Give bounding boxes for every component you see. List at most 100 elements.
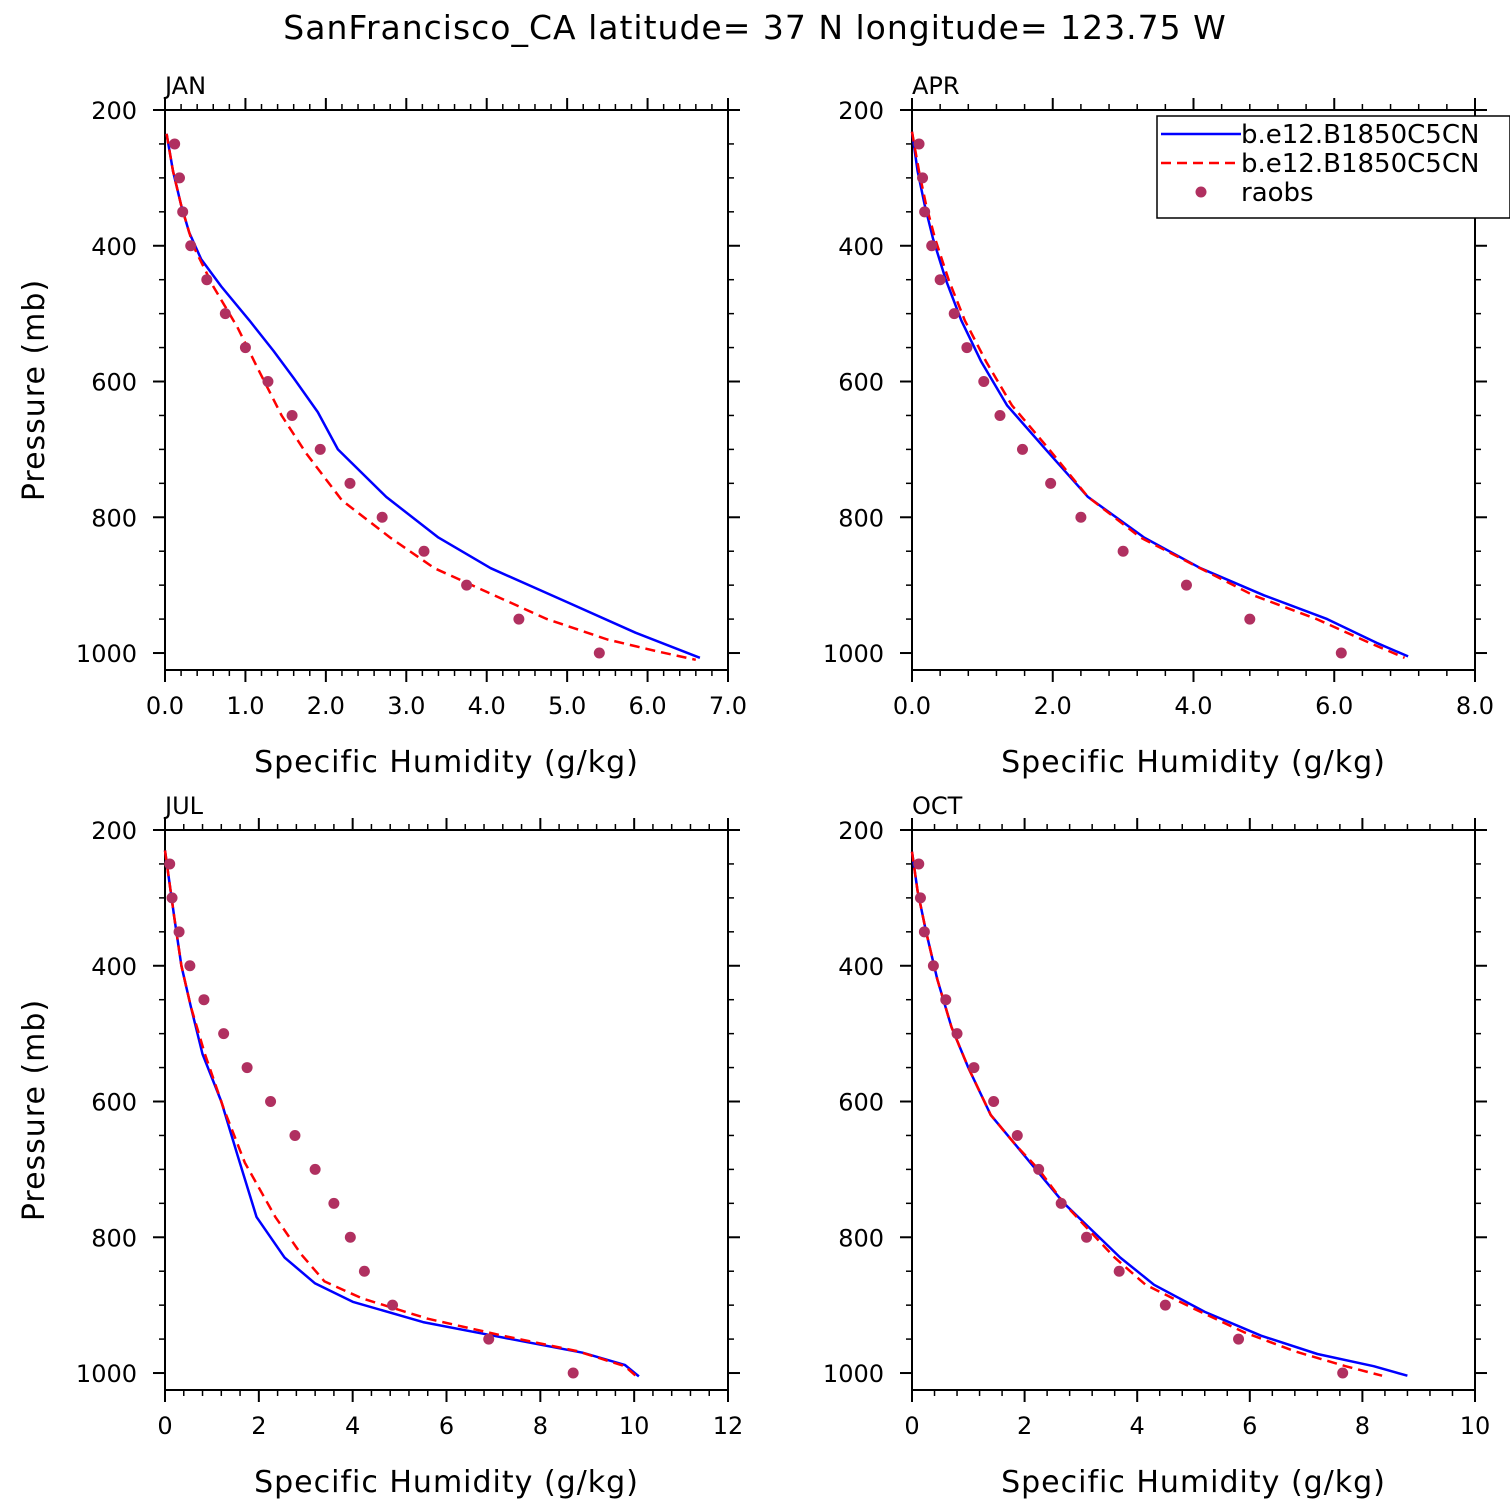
panel-jul: JUL 0 2 4 6 8 10 12 200 400 600 800 1000 Specific Hum… xyxy=(17,792,743,1500)
legend-label: raobs xyxy=(1241,178,1314,208)
x-tick-label: 6.0 xyxy=(628,692,666,720)
data-point-raobs xyxy=(173,172,185,184)
series-line-solid xyxy=(910,131,1409,658)
x-tick-label: 8.0 xyxy=(1456,692,1494,720)
data-point-raobs xyxy=(219,308,231,320)
x-axis-label: Specific Humidity (g/kg) xyxy=(1001,745,1386,780)
data-point-raobs xyxy=(1075,511,1087,523)
data-point-raobs xyxy=(913,858,925,870)
data-point-raobs xyxy=(201,274,213,286)
data-point-raobs xyxy=(567,1367,579,1379)
data-point-raobs xyxy=(1016,443,1028,455)
panel-label: APR xyxy=(912,72,960,100)
series-line-dashed xyxy=(910,851,1383,1377)
plot-frame xyxy=(164,109,729,671)
x-tick-label: 3.0 xyxy=(387,692,425,720)
data-point-raobs xyxy=(185,240,197,252)
panel-label: JAN xyxy=(163,72,206,100)
y-tick-label: 400 xyxy=(838,233,884,261)
data-point-raobs xyxy=(926,240,938,252)
chart-title: SanFrancisco_CA latitude= 37 N longitude… xyxy=(283,8,1227,47)
data-point-raobs xyxy=(1045,477,1057,489)
x-tick-label: 4 xyxy=(1130,1412,1145,1440)
data-point-raobs xyxy=(593,647,605,659)
data-point-raobs xyxy=(918,926,930,938)
legend-marker xyxy=(1195,186,1207,198)
data-point-raobs xyxy=(218,1028,230,1040)
y-tick-label: 1000 xyxy=(76,1360,137,1388)
data-point-raobs xyxy=(483,1333,495,1345)
y-tick-label: 1000 xyxy=(76,640,137,668)
y-tick-label: 800 xyxy=(838,1224,884,1252)
x-tick-label: 4.0 xyxy=(468,692,506,720)
x-tick-label: 6 xyxy=(1242,1412,1257,1440)
data-point-raobs xyxy=(988,1096,1000,1108)
series-line-dashed xyxy=(910,131,1406,659)
data-point-raobs xyxy=(934,274,946,286)
y-tick-label: 600 xyxy=(838,369,884,397)
x-tick-label: 0 xyxy=(157,1412,172,1440)
y-tick-label: 600 xyxy=(838,1089,884,1117)
y-axis-label: Pressure (mb) xyxy=(17,999,52,1221)
data-point-raobs xyxy=(994,409,1006,421)
y-tick-label: 200 xyxy=(91,97,137,125)
series-line-dashed xyxy=(165,133,697,662)
series-line-dashed xyxy=(163,850,638,1378)
data-point-raobs xyxy=(164,858,176,870)
x-tick-label: 2 xyxy=(1017,1412,1032,1440)
data-point-raobs xyxy=(978,376,990,388)
x-axis-label: Specific Humidity (g/kg) xyxy=(254,1465,639,1500)
data-point-raobs xyxy=(265,1096,277,1108)
y-tick-label: 400 xyxy=(838,953,884,981)
data-point-raobs xyxy=(344,1231,356,1243)
y-axis-label: Pressure (mb) xyxy=(17,279,52,501)
x-tick-label: 2.0 xyxy=(307,692,345,720)
data-point-raobs xyxy=(177,206,189,218)
data-point-raobs xyxy=(1180,579,1192,591)
x-tick-label: 2.0 xyxy=(1034,692,1072,720)
data-point-raobs xyxy=(184,960,196,972)
x-tick-label: 4 xyxy=(345,1412,360,1440)
data-point-raobs xyxy=(914,892,926,904)
x-tick-label: 10 xyxy=(1460,1412,1491,1440)
data-point-raobs xyxy=(1233,1333,1245,1345)
data-point-raobs xyxy=(1244,613,1256,625)
data-point-raobs xyxy=(289,1129,301,1141)
data-point-raobs xyxy=(940,994,952,1006)
plot-frame xyxy=(911,829,1476,1391)
data-point-raobs xyxy=(1113,1265,1125,1277)
x-tick-label: 6 xyxy=(439,1412,454,1440)
data-point-raobs xyxy=(913,138,925,150)
data-point-raobs xyxy=(358,1265,370,1277)
panel-jan: JAN 0.0 1.0 2.0 3.0 4.0 5.0 6.0 7.0 200 400 600 800 1… xyxy=(17,72,747,780)
series-line-solid xyxy=(165,133,701,659)
data-point-raobs xyxy=(309,1163,321,1175)
y-tick-label: 800 xyxy=(91,1224,137,1252)
data-point-raobs xyxy=(286,409,298,421)
x-tick-label: 5.0 xyxy=(548,692,586,720)
data-point-raobs xyxy=(1033,1163,1045,1175)
data-point-raobs xyxy=(239,342,251,354)
data-point-raobs xyxy=(948,308,960,320)
data-point-raobs xyxy=(328,1197,340,1209)
data-point-raobs xyxy=(344,477,356,489)
y-tick-label: 400 xyxy=(91,953,137,981)
data-point-raobs xyxy=(461,579,473,591)
y-tick-label: 400 xyxy=(91,233,137,261)
y-tick-label: 1000 xyxy=(823,1360,884,1388)
data-point-raobs xyxy=(314,443,326,455)
data-point-raobs xyxy=(927,960,939,972)
data-point-raobs xyxy=(951,1028,963,1040)
plot-frame xyxy=(164,829,729,1391)
data-point-raobs xyxy=(418,545,430,557)
data-point-raobs xyxy=(169,138,181,150)
x-tick-label: 8 xyxy=(1355,1412,1370,1440)
data-point-raobs xyxy=(198,994,210,1006)
x-tick-label: 0 xyxy=(904,1412,919,1440)
y-tick-label: 200 xyxy=(838,817,884,845)
x-tick-label: 1.0 xyxy=(226,692,264,720)
data-point-raobs xyxy=(961,342,973,354)
y-tick-label: 200 xyxy=(838,97,884,125)
